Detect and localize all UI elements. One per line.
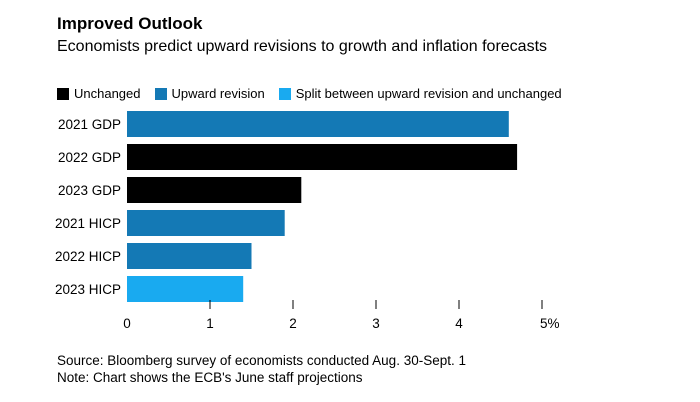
category-label: 2022 HICP <box>55 249 121 264</box>
category-label: 2021 HICP <box>55 216 121 231</box>
legend-label-upward: Upward revision <box>171 86 265 101</box>
source-note: Source: Bloomberg survey of economists c… <box>57 353 466 368</box>
legend-swatch-split <box>278 87 291 100</box>
bar <box>127 177 302 203</box>
bar <box>127 276 244 302</box>
legend-item-unchanged: Unchanged <box>57 86 141 101</box>
legend-item-split: Split between upward revision and unchan… <box>278 86 562 101</box>
x-tick-label: 4 <box>455 316 463 331</box>
chart-subtitle: Economists predict upward revisions to g… <box>57 38 548 55</box>
bar <box>127 243 252 269</box>
legend-item-upward: Upward revision <box>154 86 265 101</box>
x-tick-label: 1 <box>206 316 214 331</box>
legend-swatch-unchanged <box>57 87 69 100</box>
legend-label-split: Split between upward revision and unchan… <box>295 86 562 101</box>
x-tick-label: 2 <box>289 316 297 331</box>
bar <box>127 210 285 236</box>
category-label: 2021 GDP <box>58 117 121 132</box>
chart-title: Improved Outlook <box>57 14 203 33</box>
x-tick-label: 3 <box>372 316 380 331</box>
bar <box>127 144 518 170</box>
x-tick-label: 5% <box>540 316 560 331</box>
bar <box>127 111 509 137</box>
legend-label-unchanged: Unchanged <box>74 86 141 101</box>
category-label: 2023 GDP <box>58 183 121 198</box>
legend: Unchanged Upward revision Split between … <box>57 86 562 101</box>
legend-swatch-upward <box>154 87 167 100</box>
chart-footer: Source: Bloomberg survey of economists c… <box>57 352 466 386</box>
category-label: 2022 GDP <box>58 150 121 165</box>
chart-note: Note: Chart shows the ECB's June staff p… <box>57 370 363 385</box>
category-label: 2023 HICP <box>55 282 121 297</box>
x-tick-label: 0 <box>123 316 131 331</box>
